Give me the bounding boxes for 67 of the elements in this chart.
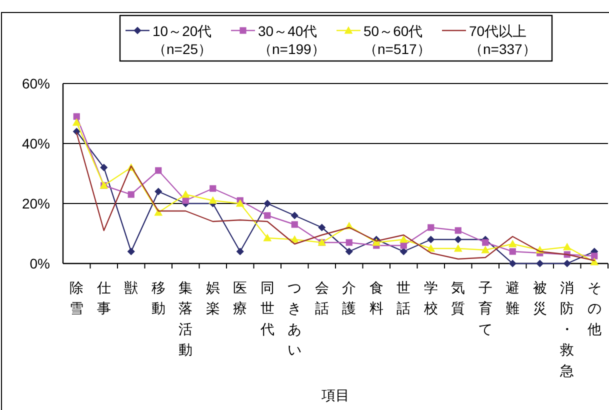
point (428, 224, 434, 231)
point (508, 240, 517, 248)
legend-label: 70代以上（n=337） (469, 23, 536, 57)
x-tick-label: 移動 (151, 280, 166, 316)
x-tick-label: 被災 (532, 280, 547, 316)
x-tick-label: 仕事 (96, 280, 111, 316)
point (454, 227, 462, 234)
point (427, 236, 435, 244)
x-tick-label: その他 (587, 280, 602, 337)
point (236, 248, 244, 256)
x-tick-label: 食料 (369, 280, 384, 316)
point (128, 191, 134, 198)
y-tick-label: 40% (22, 136, 50, 152)
x-tick-label: 子育て (478, 280, 492, 337)
x-tick-label: 獣 (124, 280, 138, 296)
point (346, 239, 352, 246)
point (155, 167, 162, 174)
x-tick-label: 消防・救急 (559, 280, 574, 378)
point (454, 236, 462, 244)
legend-label: 10～20代（n=25） (152, 23, 212, 57)
point (482, 239, 489, 246)
x-tick-label: 集落活動 (178, 280, 193, 358)
point (291, 221, 298, 228)
point (210, 185, 216, 192)
point (264, 212, 271, 219)
y-tick-label: 0% (30, 256, 50, 272)
point (591, 252, 598, 260)
point (563, 260, 571, 268)
x-tick-label: 学校 (422, 280, 438, 316)
x-tick-label: 同世代 (259, 280, 274, 337)
point (127, 248, 135, 256)
point (400, 242, 407, 249)
point (508, 260, 516, 268)
legend-label: 50～60代（n=517） (364, 23, 431, 57)
point (400, 248, 408, 256)
point (481, 246, 490, 254)
point (181, 190, 190, 198)
point (290, 212, 298, 220)
x-tick-label: 世話 (396, 280, 411, 316)
point (236, 199, 244, 207)
point (263, 234, 272, 242)
point (208, 196, 218, 204)
point (318, 224, 326, 232)
point (72, 118, 81, 126)
y-tick-label: 60% (22, 76, 50, 92)
x-tick-label: 会話 (314, 280, 329, 316)
point (345, 248, 353, 256)
x-tick-label: 除雪 (70, 280, 84, 316)
point (73, 113, 80, 120)
point (399, 235, 408, 243)
point (454, 244, 462, 252)
x-tick-label: 医療 (233, 280, 248, 316)
point (154, 188, 162, 196)
point (100, 164, 108, 172)
x-tick-label: 娯楽 (206, 280, 220, 316)
point (264, 200, 272, 208)
x-axis-title: 項目 (320, 387, 350, 403)
point (509, 248, 516, 255)
x-tick-label: 介護 (342, 280, 356, 316)
point (562, 242, 572, 250)
point (182, 197, 189, 204)
legend-label: 30～40代（n=199） (258, 23, 326, 57)
y-tick-label: 20% (22, 196, 50, 212)
x-tick-label: 気質 (451, 280, 466, 316)
point (536, 260, 544, 268)
x-tick-label: 避難 (506, 280, 520, 316)
x-tick-label: つきあい (288, 280, 302, 358)
